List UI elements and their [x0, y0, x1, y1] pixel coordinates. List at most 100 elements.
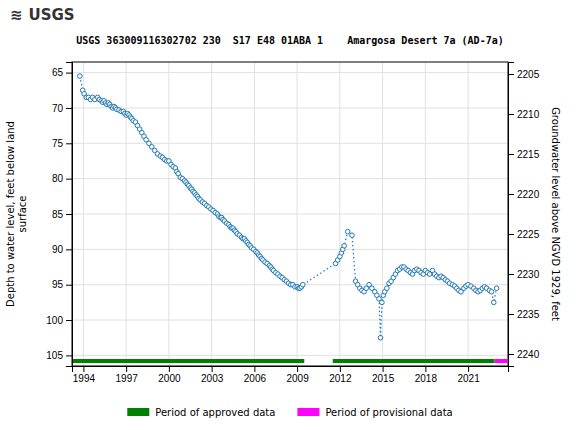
data-point [350, 233, 355, 238]
x-axis-tick-label: 1997 [116, 373, 139, 384]
y-axis-tick: 105 [46, 350, 72, 361]
y2-axis-tick-label: 2220 [517, 189, 540, 200]
y-axis-tick: 90 [52, 244, 72, 255]
y-axis-tick-label: 85 [52, 209, 64, 220]
x-axis-tick: 2021 [457, 366, 480, 384]
y2-axis-tick-mark [508, 274, 514, 275]
grid-line-y [72, 355, 508, 356]
x-axis-tick-label: 2012 [329, 373, 352, 384]
y-axis-tick: 70 [52, 103, 72, 114]
data-point [489, 289, 494, 294]
y-axis-tick-mark [66, 355, 72, 356]
x-axis-tick: 1997 [116, 366, 139, 384]
y-axis-title: Depth to water level, feet below landsur… [5, 121, 28, 307]
period-bar [494, 359, 508, 363]
y2-axis-tick-mark [508, 234, 514, 235]
x-axis-tick: 1994 [73, 366, 96, 384]
grid-line-y [72, 143, 508, 144]
y2-axis-tick-label: 2210 [517, 109, 540, 120]
y2-axis-tick-mark [508, 74, 514, 75]
y-axis-tick-label: 70 [52, 103, 64, 114]
x-axis-tick-mark [169, 366, 170, 372]
legend-swatch [297, 408, 319, 416]
x-axis-tick-label: 2015 [372, 373, 395, 384]
grid-line-y [72, 178, 508, 179]
y-axis-tick-mark [66, 179, 72, 180]
y2-axis-tick-mark [508, 194, 514, 195]
y2-axis-tick-mark [508, 154, 514, 155]
legend-label: Period of approved data [155, 407, 275, 418]
y-axis-tick-mark [66, 249, 72, 250]
x-axis-tick: 2000 [158, 366, 181, 384]
y-axis-tick-mark [66, 320, 72, 321]
header-annotation: USGS [29, 6, 75, 24]
data-point [385, 286, 390, 291]
data-layer [72, 74, 508, 363]
y-axis-line [66, 63, 73, 367]
data-point [380, 300, 385, 305]
y2-axis: 2205 2210 2215 2220 2225 2230 2235 2240 [508, 63, 540, 367]
y-axis-tick-mark [66, 143, 72, 144]
y2-axis-tick: 2230 [508, 269, 540, 280]
plot-frame [72, 62, 508, 366]
x-axis-tick: 2012 [329, 366, 352, 384]
data-point [301, 282, 306, 287]
y2-axis-line [509, 63, 515, 367]
x-axis-tick-mark [468, 366, 469, 372]
y-axis-tick-label: 75 [52, 138, 64, 149]
legend: Period of approved data Period of provisi… [127, 407, 452, 418]
x-axis-tick-mark [126, 366, 127, 372]
legend-item: Period of provisional data [297, 407, 452, 418]
y2-axis-tick: 2225 [508, 229, 540, 240]
y-axis-tick-label: 80 [52, 173, 64, 184]
x-axis-tick-mark [297, 366, 298, 372]
x-axis-tick: 2003 [201, 366, 224, 384]
series-line [80, 76, 497, 338]
y2-axis-tick-mark [508, 114, 514, 115]
x-axis-tick-mark [425, 366, 426, 372]
y-axis-tick-label: 90 [52, 244, 64, 255]
y-axis-tick-label: 95 [52, 279, 64, 290]
grid-line-y [72, 320, 508, 321]
x-axis-tick: 2015 [372, 366, 395, 384]
x-axis-tick-mark [340, 366, 341, 372]
legend-label: Period of provisional data [325, 407, 452, 418]
y2-axis-tick: 2210 [508, 109, 540, 120]
data-point [378, 335, 383, 340]
x-axis-tick-label: 2003 [201, 373, 224, 384]
y2-axis-tick-mark [508, 354, 514, 355]
y-axis-tick-mark [66, 214, 72, 215]
x-axis-tick: 2006 [244, 366, 267, 384]
y2-axis-tick: 2205 [508, 69, 540, 80]
y2-axis-tick-label: 2215 [517, 149, 540, 160]
y-axis-tick: 65 [52, 67, 72, 78]
y-axis-tick: 100 [46, 315, 72, 326]
y-axis-tick-mark [66, 73, 72, 74]
y2-axis-tick: 2220 [508, 189, 540, 200]
title: USGS 363009116302702 230 S17 E48 01ABA 1… [76, 35, 503, 46]
y-axis-tick: 75 [52, 138, 72, 149]
data-point [491, 300, 496, 305]
y2-axis-tick-label: 2235 [517, 309, 540, 320]
x-axis-tick-label: 1994 [73, 373, 96, 384]
y-axis-tick-label: 65 [52, 67, 64, 78]
y-axis-tick-mark [66, 285, 72, 286]
y2-axis-tick: 2235 [508, 309, 540, 320]
legend-item: Period of approved data [127, 407, 275, 418]
x-axis-tick-label: 2021 [457, 373, 480, 384]
y2-axis-tick-label: 2240 [517, 349, 540, 360]
plot-area: 1994199720002003200620092012201520182021… [46, 62, 539, 384]
y-axis: 65 70 75 80 85 90 95 100 105 [46, 63, 72, 367]
data-point [342, 244, 347, 249]
y-axis-tick-label: 100 [46, 315, 63, 326]
grid [72, 62, 508, 366]
y-axis-tick: 85 [52, 209, 72, 220]
x-axis-line [73, 367, 509, 373]
header-annotation: ≋ [10, 6, 23, 24]
x-axis-tick-label: 2006 [244, 373, 267, 384]
x-axis-tick-mark [212, 366, 213, 372]
data-point [78, 74, 83, 79]
y-axis-tick-mark [66, 108, 72, 109]
period-bar [72, 359, 304, 363]
chart: ≋ USGSUSGS 363009116302702 230 S17 E48 01… [0, 0, 580, 430]
